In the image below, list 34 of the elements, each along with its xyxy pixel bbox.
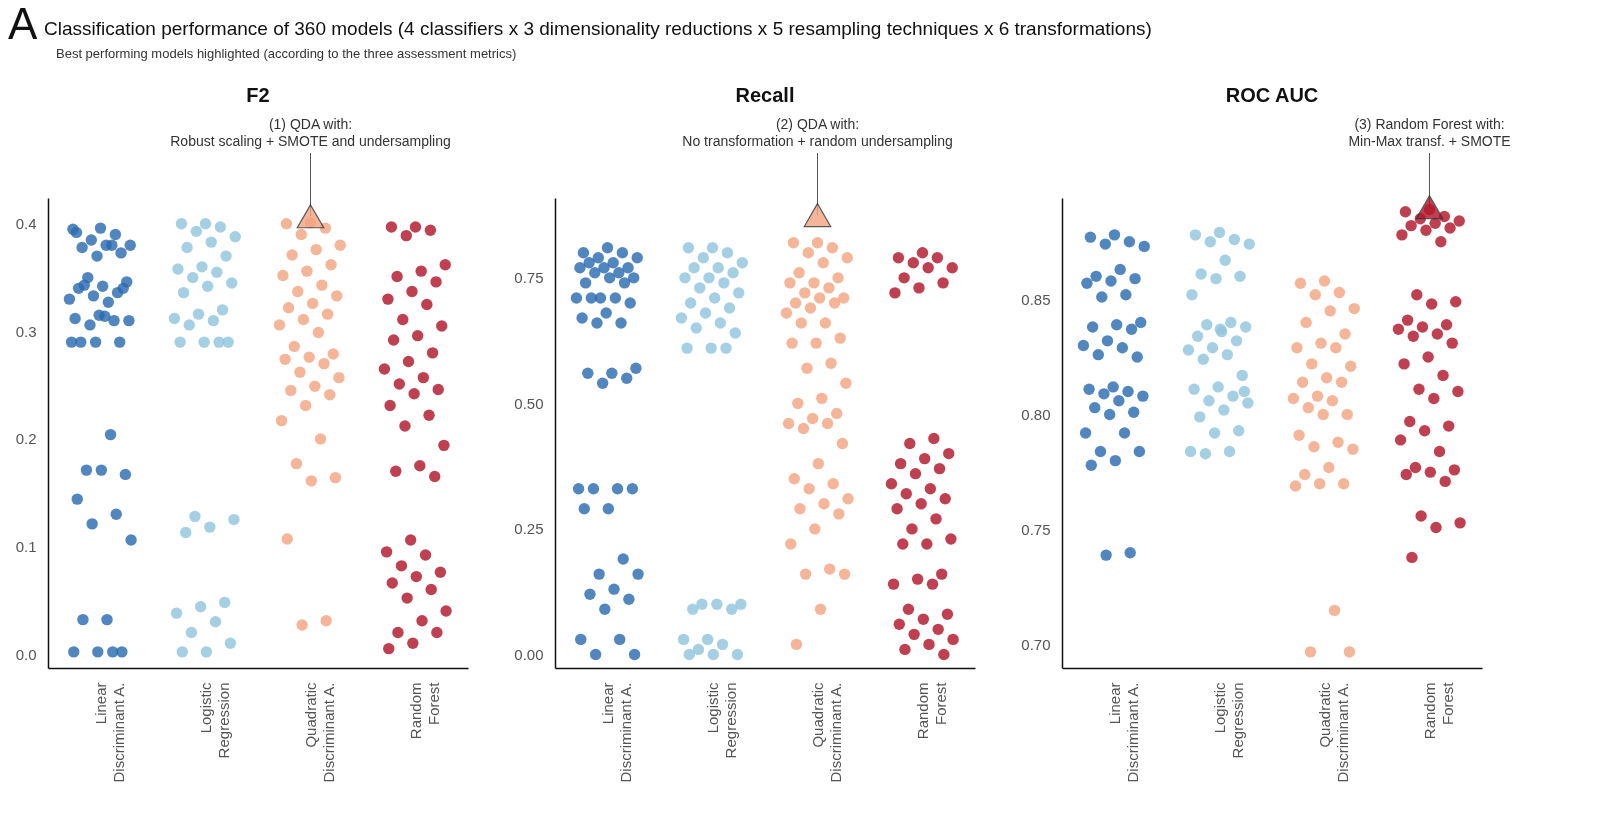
y-tick-label: 0.3 xyxy=(15,322,37,340)
x-tick-label: Random Forest xyxy=(914,681,949,740)
y-tick-label: 0.0 xyxy=(15,645,37,663)
text: A xyxy=(8,0,38,48)
y-tick-label: 0.2 xyxy=(15,430,37,448)
text: Best performing models highlighted (according to the three assessment metrics) xyxy=(56,46,517,61)
y-tick-label: 0.1 xyxy=(15,537,37,555)
y-tick-label: 0.75 xyxy=(1021,521,1051,539)
x-tick-label: Logistic Regression xyxy=(197,682,232,759)
annotation: (2) QDA with: No transformation + random undersampling xyxy=(682,116,953,149)
y-tick-label: 0.80 xyxy=(1021,406,1051,424)
annotation: (1) QDA with: Robust scaling + SMOTE and undersampling xyxy=(170,116,451,149)
x-tick-label: Linear Discriminant A. xyxy=(599,682,634,783)
text: Classification performance of 360 models (4 classifiers x 3 dimensionality reductions x 5 resampling techniques x 6 transformations) xyxy=(44,18,1152,40)
y-tick-label: 0.85 xyxy=(1021,290,1051,308)
x-tick-label: Linear Discriminant A. xyxy=(92,682,127,783)
y-tick-label: 0.75 xyxy=(514,269,544,287)
y-tick-label: 0.25 xyxy=(514,520,544,538)
y-tick-label: 0.50 xyxy=(514,394,544,412)
x-tick-label: Quadratic Discriminant A. xyxy=(809,682,844,783)
x-tick-label: Logistic Regression xyxy=(1211,682,1246,759)
y-tick-label: 0.70 xyxy=(1021,636,1051,654)
y-tick-label: 0.4 xyxy=(15,215,37,233)
annotation: (3) Random Forest with: Min-Max transf. + SMOTE xyxy=(1348,116,1511,149)
chart-title: F2 xyxy=(246,84,270,106)
chart-title: Recall xyxy=(735,84,795,106)
x-tick-label: Random Forest xyxy=(1421,681,1456,740)
x-tick-label: Quadratic Discriminant A. xyxy=(302,682,337,783)
chart-title: ROC AUC xyxy=(1225,84,1319,106)
y-tick-label: 0.00 xyxy=(514,645,544,663)
x-tick-label: Quadratic Discriminant A. xyxy=(1316,682,1351,783)
x-tick-label: Random Forest xyxy=(407,681,442,740)
x-tick-label: Logistic Regression xyxy=(704,682,739,759)
x-tick-label: Linear Discriminant A. xyxy=(1106,682,1141,783)
